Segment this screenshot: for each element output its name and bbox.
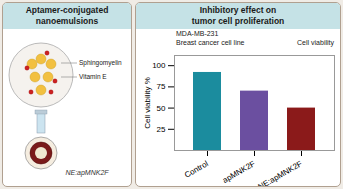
html-text:MDA-MB-231 Breast cancer cell: MDA-MB-231 Breast cancer cell line (176, 30, 245, 46)
svg-text:50: 50 (157, 104, 166, 113)
svg-text:25: 25 (157, 125, 166, 134)
html-text:Cell viability: Cell viability (297, 38, 334, 46)
svg-text:Sphingomyelin: Sphingomyelin (79, 59, 122, 67)
svg-text:Control: Control (183, 159, 210, 180)
html-text:Inhibitory effect on tumor cel: Inhibitory effect on tumor cell prolifer… (191, 5, 285, 26)
svg-text:NE:apMNK2F: NE:apMNK2F (257, 159, 304, 187)
svg-text:Vitamin E: Vitamin E (79, 73, 107, 80)
svg-text:75: 75 (157, 82, 166, 91)
svg-text:100: 100 (152, 61, 166, 70)
svg-text:NE:apMNK2F: NE:apMNK2F (65, 169, 109, 177)
html-text:Aptamer-conjugated nanoemulsio: Aptamer-conjugated nanoemulsions (25, 5, 109, 26)
svg-text:apMNK2F: apMNK2F (221, 159, 257, 185)
svg-text:Cell viability %: Cell viability % (143, 77, 152, 129)
